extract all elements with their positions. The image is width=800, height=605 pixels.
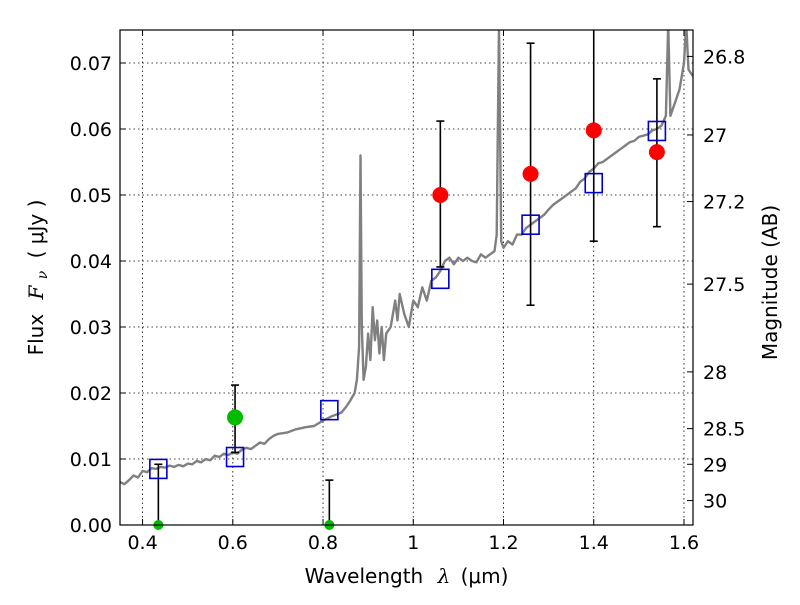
x-tick-label: 0.4 [127,532,157,554]
y-axis-label: Flux F ν ( μJy ) [24,200,52,356]
y-tick-label: 0.06 [70,119,112,141]
y2-tick-label: 28 [703,362,727,384]
model-photometry-square [584,172,604,194]
model-photometry-square [149,458,168,480]
model-photometry-square [320,399,339,421]
y-tick-label: 0.01 [70,449,112,471]
model-sed-line [120,30,693,486]
y-tick-label: 0.02 [70,383,112,405]
y2-tick-label: 30 [703,491,727,513]
y2-tick-label: 27.2 [703,192,745,214]
y-tick-label: 0.00 [70,515,112,537]
x-tick-label: 0.6 [218,532,248,554]
y-tick-label: 0.04 [70,251,112,273]
model-photometry-square [521,214,540,235]
model-photometry-square [431,268,450,290]
model-photometry-square [647,120,667,142]
x-tick-label: 1.4 [579,532,609,554]
y-tick-label: 0.03 [70,317,112,339]
model-sed-layer [120,30,693,486]
x-tick-label: 1.6 [669,532,699,554]
y2-tick-label: 26.8 [703,46,745,68]
plot-frame [119,29,694,526]
x-tick-label: 0.8 [308,532,338,554]
y-tick-label: 0.05 [70,185,112,207]
y2-tick-label: 28.5 [703,419,745,441]
red-data-point [522,165,539,182]
y2-axis-label: Magnitude (AB) [758,205,782,360]
red-data-point [648,144,665,161]
markers-layer [149,120,667,530]
y2-tick-label: 27 [703,125,727,147]
y2-tick-label: 27.5 [703,274,745,296]
x-tick-label: 1 [407,532,419,554]
y2-tick-label: 29 [703,454,727,476]
red-data-point [432,187,449,203]
green-data-point [227,409,244,426]
model-photometry-square [225,446,245,468]
grid-lines [120,30,693,526]
x-axis-label: Wavelength λ (μm) [305,564,509,588]
x-tick-label: 1.2 [488,532,518,554]
red-data-point [585,122,602,139]
ticks-layer: 0.4 0.6 0.8 1 1.2 1.4 1.6 0.00 0.01 0.02 0.03 0.04 0… [70,30,745,554]
y-tick-label: 0.07 [70,53,112,75]
error-bars-layer [154,30,661,526]
